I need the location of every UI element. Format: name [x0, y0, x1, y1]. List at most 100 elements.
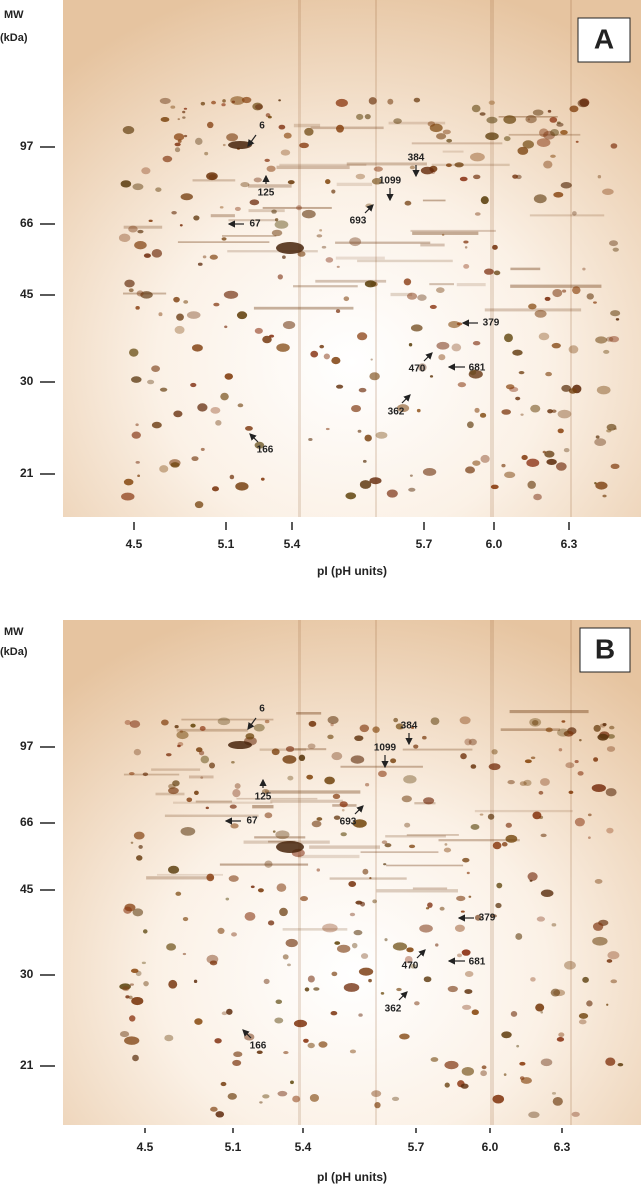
protein-spot	[136, 290, 144, 297]
protein-spot	[545, 371, 552, 377]
spot-label: 384	[408, 153, 425, 164]
protein-spot	[519, 1076, 525, 1081]
protein-spot	[307, 975, 315, 983]
protein-spot	[357, 332, 368, 341]
protein-spot	[357, 429, 362, 433]
protein-spot	[479, 112, 486, 116]
protein-spot	[359, 724, 370, 733]
protein-spot	[485, 132, 499, 141]
x-tick-label: 6.3	[561, 537, 578, 551]
gel-streak	[406, 834, 459, 836]
gel-background	[63, 620, 641, 1125]
spot-label: 125	[255, 792, 272, 803]
protein-spot	[142, 772, 149, 777]
protein-spot	[469, 369, 477, 376]
protein-spot	[384, 843, 392, 848]
protein-spot	[588, 836, 591, 839]
gel-streak	[456, 283, 486, 287]
protein-spot	[492, 1094, 505, 1104]
protein-spot	[406, 292, 418, 300]
protein-spot	[569, 105, 579, 113]
protein-spot	[235, 482, 249, 491]
gel-streak	[376, 889, 458, 893]
protein-spot	[210, 407, 221, 414]
protein-spot	[602, 494, 607, 498]
protein-spot	[173, 133, 185, 141]
protein-spot	[392, 942, 408, 951]
protein-spot	[210, 1106, 218, 1112]
protein-spot	[313, 987, 320, 991]
protein-spot	[393, 717, 399, 723]
spot-label: 384	[401, 721, 418, 732]
protein-spot	[259, 1101, 263, 1104]
protein-spot	[586, 1000, 593, 1007]
protein-spot	[606, 959, 613, 963]
x-tick-label: 6.3	[554, 1140, 571, 1154]
protein-spot	[140, 291, 153, 299]
protein-spot	[551, 923, 557, 927]
protein-spot	[311, 820, 322, 828]
protein-spot	[319, 344, 325, 349]
protein-spot	[416, 408, 421, 413]
protein-spot	[493, 270, 501, 276]
protein-spot	[200, 447, 205, 451]
protein-spot	[249, 199, 260, 206]
annotation-arrow	[398, 991, 408, 1001]
annotation-arrow	[423, 352, 433, 362]
y-tick-label: 45	[20, 287, 34, 301]
protein-spot	[459, 716, 471, 725]
y-axis-title: (kDa)	[0, 32, 28, 44]
protein-spot	[129, 1015, 136, 1022]
protein-spot	[509, 386, 519, 393]
protein-spot	[224, 373, 234, 380]
protein-spot	[578, 1012, 589, 1019]
protein-spot	[470, 764, 477, 769]
protein-spot	[296, 205, 302, 211]
x-tick-label: 5.7	[416, 537, 433, 551]
protein-spot	[182, 952, 187, 956]
protein-spot	[118, 233, 131, 243]
spot-label: 166	[250, 1041, 267, 1052]
protein-spot	[197, 403, 208, 412]
protein-spot	[560, 129, 568, 135]
protein-spot	[285, 938, 298, 948]
protein-spot	[194, 501, 204, 509]
gel-streak	[195, 800, 233, 803]
protein-spot	[168, 787, 179, 795]
protein-spot	[137, 474, 141, 478]
protein-spot	[190, 723, 196, 728]
protein-spot	[124, 720, 131, 725]
protein-spot	[191, 344, 203, 352]
protein-spot	[552, 1096, 563, 1106]
gel-streak	[155, 792, 185, 796]
spot-label: 379	[479, 913, 496, 924]
protein-spot	[256, 1050, 263, 1055]
x-tick-label: 6.0	[482, 1140, 499, 1154]
gel-streak	[385, 835, 446, 838]
protein-spot	[525, 115, 537, 124]
protein-spot	[123, 906, 132, 914]
protein-spot	[316, 868, 321, 872]
protein-spot	[351, 942, 358, 949]
gel-streak	[248, 209, 285, 213]
protein-spot	[151, 248, 163, 258]
protein-spot	[211, 100, 217, 105]
protein-spot	[172, 780, 180, 787]
protein-spot	[219, 206, 224, 209]
gel-streak	[402, 748, 473, 751]
protein-spot	[207, 121, 214, 129]
annotation-arrow	[247, 717, 257, 730]
protein-spot	[228, 141, 252, 149]
protein-spot	[574, 760, 579, 764]
protein-spot	[464, 246, 468, 249]
protein-spot	[355, 173, 366, 180]
protein-spot	[605, 788, 617, 797]
protein-spot	[141, 961, 146, 965]
protein-spot	[550, 128, 560, 137]
protein-spot	[240, 181, 250, 188]
gel-streak	[293, 285, 358, 288]
protein-spot	[168, 783, 176, 789]
protein-spot	[370, 358, 373, 361]
protein-spot	[456, 953, 463, 958]
protein-spot	[221, 1011, 228, 1016]
